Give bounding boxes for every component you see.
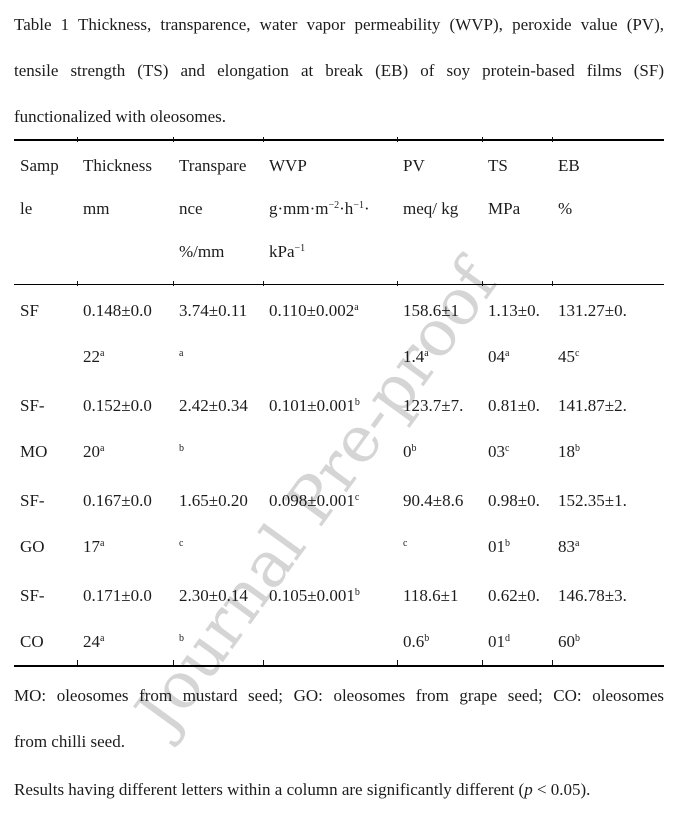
rule-tick bbox=[263, 660, 264, 665]
header-cell: Samp le bbox=[20, 156, 59, 218]
table-wrap: Samp le Thickness mm Transpare nce %/mm WVP g·mm… bbox=[14, 137, 664, 667]
caption-line: functionalized with oleosomes. bbox=[14, 107, 226, 126]
header-cell: EB% bbox=[558, 156, 580, 218]
footnote-line: from chilli seed. bbox=[14, 731, 125, 751]
footnote-line: MO: oleosomes from mustard seed; GO: ole… bbox=[14, 685, 664, 705]
header-cell: TS MPa bbox=[488, 156, 521, 218]
footnote-significance: Results having different letters within … bbox=[14, 767, 664, 813]
caption-line: tensile strength (TS) and elongation at … bbox=[14, 61, 664, 80]
table-cell: 131.27±0. 45c bbox=[558, 300, 627, 366]
table-cell: 90.4±8.6 c bbox=[403, 490, 464, 549]
footnotes: MO: oleosomes from mustard seed; GO: ole… bbox=[14, 673, 664, 813]
table-cell: 2.42±0.34 b bbox=[179, 395, 248, 454]
table-body: SF 0.148±0.0 22a 3.74±0.11 a 0.110±0.002a 158.… bbox=[14, 284, 664, 666]
header-cell: PV meq/ kg bbox=[403, 156, 459, 218]
rule-tick bbox=[77, 137, 78, 142]
header-cell: Transpare nce %/mm bbox=[179, 156, 247, 261]
table-cell: 0.105±0.001b bbox=[269, 585, 360, 605]
table-cell: 0.167±0.0 17a bbox=[83, 490, 152, 556]
caption-line: Table 1 Thickness, transparence, water v… bbox=[14, 15, 664, 34]
footnote-significance-pre: Results having different letters within … bbox=[14, 779, 525, 799]
table-row: SF- MO 0.152±0.0 20a 2.42±0.34 b 0.101±0.001b 1… bbox=[14, 380, 664, 475]
footnote-abbreviations: MO: oleosomes from mustard seed; GO: ole… bbox=[14, 673, 664, 765]
table-row: SF 0.148±0.0 22a 3.74±0.11 a 0.110±0.002a 158.… bbox=[14, 284, 664, 380]
rule-tick bbox=[397, 281, 398, 286]
header-cell: WVP g·mm·m−2·h−1· kPa−1 bbox=[269, 156, 370, 261]
rule-tick bbox=[263, 281, 264, 286]
table-cell: 0.98±0. 01b bbox=[488, 490, 540, 556]
table-cell: 0.110±0.002a bbox=[269, 300, 359, 320]
table-cell: 158.6±1 1.4a bbox=[403, 300, 460, 366]
table-row: SF- CO 0.171±0.0 24a 2.30±0.14 b 0.105±0.001b 1… bbox=[14, 570, 664, 666]
table-caption: Table 1 Thickness, transparence, water v… bbox=[14, 2, 664, 139]
table-header-row: Samp le Thickness mm Transpare nce %/mm WVP g·mm… bbox=[14, 140, 664, 284]
table-cell: SF- CO bbox=[20, 585, 45, 651]
rule-tick bbox=[77, 660, 78, 665]
table-cell: 0.81±0. 03c bbox=[488, 395, 540, 461]
table-cell: 2.30±0.14 b bbox=[179, 585, 248, 644]
rule-tick bbox=[397, 137, 398, 142]
rule-tick bbox=[397, 660, 398, 665]
table-row: SF- GO 0.167±0.0 17a 1.65±0.20 c 0.098±0.001c 9… bbox=[14, 475, 664, 570]
rule-tick bbox=[552, 137, 553, 142]
rule-tick bbox=[482, 281, 483, 286]
table-cell: 123.7±7. 0b bbox=[403, 395, 464, 461]
data-table: Samp le Thickness mm Transpare nce %/mm WVP g·mm… bbox=[14, 139, 664, 667]
rule-tick bbox=[552, 660, 553, 665]
rule-tick bbox=[173, 137, 174, 142]
table-cell: 3.74±0.11 a bbox=[179, 300, 248, 359]
footnote-significance-p: p bbox=[524, 779, 533, 799]
table-cell: 0.148±0.0 22a bbox=[83, 300, 152, 366]
rule-tick bbox=[173, 281, 174, 286]
rule-tick bbox=[173, 660, 174, 665]
table-cell: 141.87±2. 18b bbox=[558, 395, 627, 461]
rule-tick bbox=[482, 660, 483, 665]
rule-tick bbox=[482, 137, 483, 142]
table-cell: 1.13±0. 04a bbox=[488, 300, 540, 366]
footnote-significance-post: < 0.05). bbox=[532, 779, 591, 799]
table-cell: 1.65±0.20 c bbox=[179, 490, 248, 549]
table-cell: 118.6±1 0.6b bbox=[403, 585, 459, 651]
table-cell: 152.35±1. 83a bbox=[558, 490, 627, 556]
table-cell: SF bbox=[20, 300, 39, 320]
table-cell: 146.78±3. 60b bbox=[558, 585, 627, 651]
table-cell: 0.101±0.001b bbox=[269, 395, 360, 415]
table-cell: 0.098±0.001c bbox=[269, 490, 360, 510]
table-cell: 0.171±0.0 24a bbox=[83, 585, 152, 651]
rule-tick bbox=[552, 281, 553, 286]
rule-tick bbox=[77, 281, 78, 286]
table-cell: 0.62±0. 01d bbox=[488, 585, 540, 651]
rule-tick bbox=[263, 137, 264, 142]
table-cell: SF- GO bbox=[20, 490, 45, 556]
header-cell: Thickness mm bbox=[83, 156, 152, 218]
table-cell: SF- MO bbox=[20, 395, 48, 461]
table-cell: 0.152±0.0 20a bbox=[83, 395, 152, 461]
